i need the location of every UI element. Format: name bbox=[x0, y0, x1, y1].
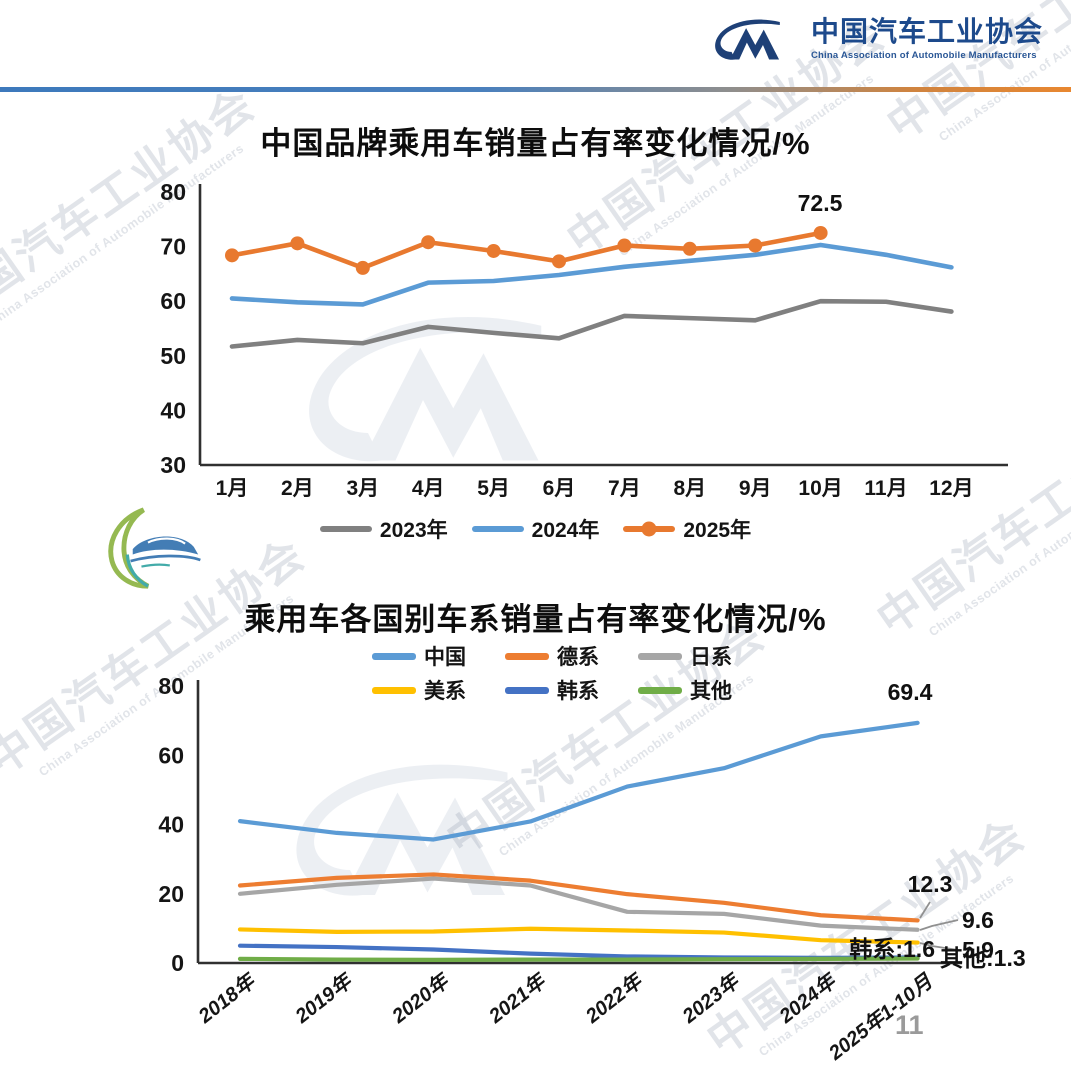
svg-text:20: 20 bbox=[158, 881, 184, 907]
svg-text:6月: 6月 bbox=[543, 477, 576, 500]
svg-text:8月: 8月 bbox=[673, 477, 706, 500]
legend-item-2024年: 2024年 bbox=[471, 514, 600, 544]
svg-text:60: 60 bbox=[158, 742, 184, 768]
legend-marker-dot bbox=[641, 521, 657, 537]
svg-text:9.6: 9.6 bbox=[962, 907, 994, 933]
legend-swatch bbox=[319, 526, 372, 532]
legend-label: 2025年 bbox=[683, 519, 752, 542]
svg-text:2021年: 2021年 bbox=[484, 968, 552, 1028]
svg-text:72.5: 72.5 bbox=[798, 190, 843, 216]
svg-text:4月: 4月 bbox=[412, 477, 445, 500]
svg-text:11月: 11月 bbox=[864, 477, 907, 500]
svg-text:0: 0 bbox=[171, 950, 184, 976]
svg-text:69.4: 69.4 bbox=[888, 679, 933, 705]
car-media-logo bbox=[108, 507, 201, 589]
svg-text:9月: 9月 bbox=[739, 477, 772, 500]
legend-item-美系: 美系 bbox=[372, 675, 505, 705]
svg-text:2020年: 2020年 bbox=[387, 968, 455, 1028]
svg-text:12月: 12月 bbox=[929, 477, 973, 500]
chinese-brand-share-line-chart: 30 40 50 60 70 80 1月 2月 3月 4月 5月 6月 7月 8月 9月 10月 11月 12月 7… bbox=[160, 179, 1008, 500]
legend-swatch bbox=[638, 652, 682, 660]
svg-text:7月: 7月 bbox=[608, 477, 641, 500]
svg-text:2018年: 2018年 bbox=[193, 968, 261, 1028]
svg-text:2019年: 2019年 bbox=[290, 968, 358, 1028]
svg-text:1月: 1月 bbox=[216, 477, 249, 500]
legend-label: 2023年 bbox=[379, 519, 448, 542]
caam-logo: 中国汽车工业协会 China Association of Automobile… bbox=[707, 12, 1043, 66]
chart2-legend: 中国 德系 日系美系 韩系 其他 bbox=[372, 641, 792, 705]
chart2-title: 乘用车各国别车系销量占有率变化情况/% bbox=[244, 602, 827, 637]
legend-swatch bbox=[471, 526, 524, 532]
legend-swatch bbox=[505, 652, 549, 660]
svg-text:40: 40 bbox=[158, 812, 184, 838]
legend-label: 其他 bbox=[690, 680, 732, 703]
svg-text:80: 80 bbox=[160, 179, 186, 205]
svg-text:30: 30 bbox=[160, 452, 186, 478]
svg-text:3月: 3月 bbox=[346, 477, 379, 500]
legend-item-韩系: 韩系 bbox=[505, 675, 638, 705]
svg-text:2月: 2月 bbox=[281, 477, 314, 500]
svg-text:2022年: 2022年 bbox=[581, 968, 649, 1028]
svg-text:70: 70 bbox=[160, 234, 186, 260]
page-number: 11 bbox=[895, 1010, 924, 1040]
legend-item-2025年: 2025年 bbox=[623, 514, 751, 544]
org-name-en: China Association of Automobile Manufact… bbox=[810, 49, 1037, 61]
legend-label: 韩系 bbox=[557, 680, 599, 703]
svg-text:50: 50 bbox=[160, 343, 186, 369]
legend-label: 美系 bbox=[424, 680, 466, 703]
svg-text:5月: 5月 bbox=[477, 477, 510, 500]
svg-text:40: 40 bbox=[160, 397, 186, 423]
svg-text:5.9: 5.9 bbox=[962, 937, 994, 963]
legend-label: 2024年 bbox=[531, 519, 600, 542]
legend-item-日系: 日系 bbox=[638, 641, 771, 671]
chart1-title: 中国品牌乘用车销量占有率变化情况/% bbox=[260, 126, 811, 161]
country-series-share-line-chart: 0 20 40 60 80 2018年 2019年 2020年 2021年 2022年 2023年 2… bbox=[158, 673, 1026, 1065]
header-divider bbox=[0, 87, 1071, 92]
legend-label: 德系 bbox=[557, 646, 599, 669]
legend-item-2023年: 2023年 bbox=[319, 514, 448, 544]
legend-item-其他: 其他 bbox=[638, 675, 771, 705]
legend-swatch bbox=[623, 521, 676, 537]
legend-swatch bbox=[638, 686, 682, 694]
legend-item-中国: 中国 bbox=[372, 641, 505, 671]
svg-text:10月: 10月 bbox=[798, 477, 842, 500]
legend-swatch bbox=[505, 686, 549, 694]
svg-text:80: 80 bbox=[158, 673, 184, 699]
svg-text:韩系:1.6: 韩系:1.6 bbox=[849, 936, 935, 962]
legend-item-德系: 德系 bbox=[505, 641, 638, 671]
legend-swatch bbox=[372, 652, 416, 660]
legend-label: 中国 bbox=[424, 646, 466, 669]
svg-text:2024年: 2024年 bbox=[774, 968, 842, 1028]
svg-text:2023年: 2023年 bbox=[677, 968, 745, 1028]
svg-text:60: 60 bbox=[160, 288, 186, 314]
org-name-cn: 中国汽车工业协会 bbox=[810, 15, 1043, 47]
chart1-legend: 2023年 2024年 2025年 bbox=[0, 514, 1071, 544]
svg-text:其他:1.3: 其他:1.3 bbox=[940, 945, 1026, 971]
legend-swatch bbox=[372, 686, 416, 694]
legend-label: 日系 bbox=[690, 646, 732, 669]
caam-cm-icon bbox=[707, 12, 799, 66]
svg-text:12.3: 12.3 bbox=[908, 871, 953, 897]
